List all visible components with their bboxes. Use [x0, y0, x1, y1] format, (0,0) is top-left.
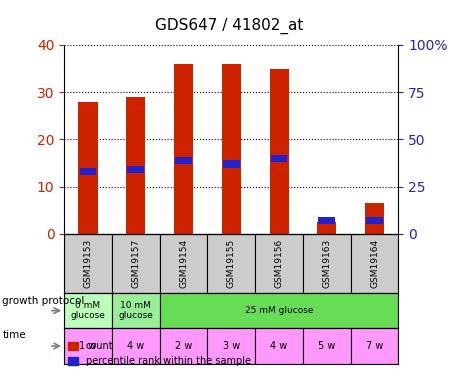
Bar	[175, 157, 192, 164]
Bar	[127, 166, 144, 173]
Bar	[351, 234, 398, 293]
Bar	[317, 222, 336, 234]
Bar	[64, 328, 112, 364]
Bar	[303, 328, 351, 364]
Text: GSM19164: GSM19164	[370, 239, 379, 288]
Bar	[64, 293, 112, 328]
Bar	[64, 234, 112, 293]
Text: 1 w: 1 w	[79, 341, 97, 351]
Text: time: time	[2, 330, 26, 339]
Bar	[207, 234, 255, 293]
Bar	[160, 234, 207, 293]
Bar	[160, 328, 207, 364]
Bar	[112, 293, 160, 328]
Bar	[174, 64, 193, 234]
Bar	[80, 168, 96, 175]
Text: GSM19157: GSM19157	[131, 239, 140, 288]
Bar	[255, 234, 303, 293]
Text: GSM19155: GSM19155	[227, 239, 236, 288]
Bar	[351, 328, 398, 364]
Text: GSM19163: GSM19163	[322, 239, 331, 288]
Bar	[255, 328, 303, 364]
Bar	[78, 102, 98, 234]
Text: 25 mM glucose: 25 mM glucose	[245, 306, 313, 315]
Text: GSM19154: GSM19154	[179, 239, 188, 288]
Text: 0 mM
glucose: 0 mM glucose	[71, 301, 105, 320]
Text: GSM19153: GSM19153	[83, 239, 93, 288]
Bar	[303, 234, 351, 293]
Bar	[318, 217, 335, 224]
Text: 7 w: 7 w	[366, 341, 383, 351]
Text: 5 w: 5 w	[318, 341, 336, 351]
Bar	[223, 160, 240, 168]
Text: growth protocol: growth protocol	[2, 296, 85, 306]
Bar	[271, 155, 288, 162]
Text: 4 w: 4 w	[270, 341, 288, 351]
Text: 10 mM
glucose: 10 mM glucose	[118, 301, 153, 320]
Bar	[222, 64, 241, 234]
Bar	[112, 328, 160, 364]
Bar	[269, 69, 289, 234]
Text: GSM19156: GSM19156	[274, 239, 284, 288]
Bar	[126, 97, 145, 234]
Bar	[365, 203, 384, 234]
Text: 2 w: 2 w	[175, 341, 192, 351]
Text: 3 w: 3 w	[223, 341, 240, 351]
Bar	[207, 328, 255, 364]
Text: 4 w: 4 w	[127, 341, 144, 351]
Legend: count, percentile rank within the sample: count, percentile rank within the sample	[65, 338, 255, 370]
Bar	[160, 293, 398, 328]
Bar	[112, 234, 160, 293]
Bar	[366, 217, 383, 224]
Text: GDS647 / 41802_at: GDS647 / 41802_at	[155, 18, 303, 34]
